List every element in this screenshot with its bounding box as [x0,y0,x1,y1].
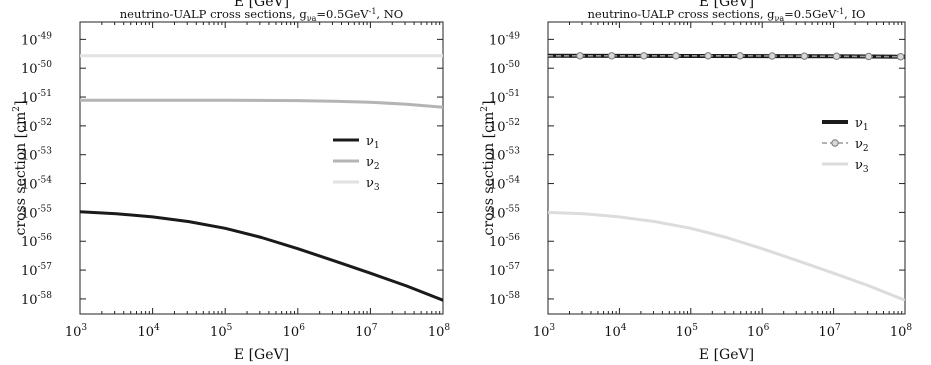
y-tick-label: 10-49 [489,31,520,48]
series-marker-ν2 [607,52,616,60]
y-tick-label: 10-50 [21,60,52,77]
y-tick-label: 10-53 [489,147,520,164]
series-line-ν3 [548,210,905,302]
x-tick-label: 104 [604,323,627,340]
y-tick-label: 10-51 [21,89,52,106]
x-tick-label: 106 [747,323,770,340]
series-marker-ν2 [768,52,776,60]
y-tick-label: 10-52 [21,118,52,135]
x-tick-label: 108 [890,323,913,340]
x-tick-label: 105 [676,323,699,340]
x-tick-label: 103 [65,323,88,340]
data-area [548,52,905,302]
x-tick-label: 107 [818,323,841,340]
y-tick-label: 10-51 [489,89,520,106]
chart-title: neutrino-UALP cross sections, gνa=0.5GeV… [120,7,403,23]
y-tick-label: 10-52 [489,118,520,135]
legend-label-ν2: ν2 [366,155,380,172]
series-marker-ν2 [736,52,744,60]
y-axis-title: cross section [cm2] [12,101,29,236]
series-line-ν1 [80,210,443,302]
y-tick-label: 10-53 [21,147,52,164]
y-tick-label: 10-55 [489,204,520,221]
legend-label-ν1: ν1 [366,134,380,151]
x-axis-title: E [GeV] [234,347,289,363]
legend-label-ν3: ν3 [366,176,380,193]
y-axis-title: cross section [cm2] [480,101,497,236]
data-area [80,54,443,302]
series-marker-ν2 [640,52,648,60]
legend-label-ν2: ν2 [855,137,869,154]
x-tick-label: 105 [210,323,233,340]
series-marker-ν2 [672,52,680,60]
y-tick-label: 10-58 [21,291,52,308]
series-line-ν2 [548,54,901,58]
x-tick-label: 107 [355,323,378,340]
legend-marker [831,139,839,147]
x-axis-title: E [GeV] [699,347,754,363]
series-marker-ν2 [576,52,584,60]
series-marker-ν2 [704,52,712,60]
legend-label-ν1: ν1 [855,116,869,133]
x-tick-label: 104 [137,323,160,340]
y-tick-label: 10-57 [21,262,52,279]
clipped-top-xlabel: E [GeV] [234,0,289,10]
y-tick-label: 10-56 [489,233,520,250]
x-tick-label: 103 [533,323,556,340]
x-tick-label: 108 [428,323,451,340]
y-tick-label: 10-50 [489,60,520,77]
x-tick-label: 106 [283,323,306,340]
legend: ν1 ν2 ν3 [822,116,869,175]
series-marker-ν2 [832,52,841,60]
y-tick-label: 10-55 [21,204,52,221]
plot-frame [547,21,906,315]
y-tick-label: 10-58 [489,291,520,308]
plot-frame [79,21,444,315]
series-marker-ν2 [800,52,809,60]
series-marker-ν2 [896,53,905,61]
chart-title: neutrino-UALP cross sections, gνa=0.5GeV… [588,7,866,23]
y-tick-label: 10-57 [489,262,520,279]
chart-panel-1: E [GeV]neutrino-UALP cross sections, gνa… [12,0,450,363]
y-tick-label: 10-54 [21,176,52,193]
legend: ν1 ν2 ν3 [333,134,380,193]
series-marker-ν2 [864,52,873,61]
chart-panel-2: E [GeV]neutrino-UALP cross sections, gνa… [480,0,912,363]
y-tick-label: 10-49 [21,31,52,48]
legend-label-ν3: ν3 [855,158,869,175]
clipped-top-xlabel: E [GeV] [699,0,754,10]
series-line-ν2 [80,98,443,109]
y-tick-label: 10-56 [21,233,52,250]
y-tick-label: 10-54 [489,176,520,193]
